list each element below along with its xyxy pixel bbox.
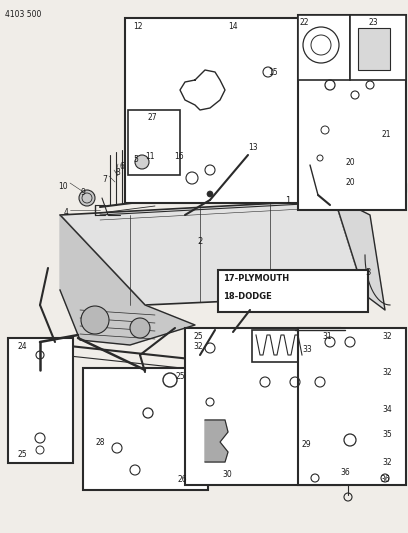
Polygon shape	[205, 420, 228, 462]
Text: 13: 13	[248, 143, 257, 152]
Text: 18-DODGE: 18-DODGE	[223, 292, 272, 301]
Text: 23: 23	[368, 18, 378, 27]
Text: 4: 4	[63, 208, 68, 217]
Bar	[125, 18, 320, 203]
Text: 28: 28	[95, 438, 104, 447]
Bar	[358, 28, 390, 70]
Bar	[218, 270, 368, 312]
Text: 8: 8	[116, 168, 121, 177]
Text: 4103 500: 4103 500	[5, 10, 41, 19]
Polygon shape	[335, 200, 385, 310]
Text: 7: 7	[102, 175, 107, 184]
Bar	[350, 15, 406, 80]
Text: 29: 29	[302, 440, 312, 449]
Text: 1: 1	[285, 196, 290, 205]
Bar	[252, 330, 317, 362]
Text: 35: 35	[382, 430, 392, 439]
Text: 24: 24	[18, 342, 28, 351]
Text: 6: 6	[120, 162, 125, 171]
Text: 14: 14	[228, 22, 237, 31]
Text: 16: 16	[174, 152, 184, 161]
Circle shape	[207, 191, 213, 197]
Text: 32: 32	[193, 342, 203, 351]
Bar	[8, 338, 73, 463]
Text: 20: 20	[345, 158, 355, 167]
Polygon shape	[60, 215, 195, 345]
Bar	[298, 15, 350, 80]
Text: 25: 25	[18, 450, 28, 459]
Text: 26: 26	[178, 475, 188, 484]
Text: 25: 25	[193, 332, 203, 341]
Text: 9: 9	[80, 188, 85, 197]
Bar	[83, 368, 208, 490]
Circle shape	[79, 190, 95, 206]
Text: 32: 32	[382, 332, 392, 341]
Text: 32: 32	[382, 458, 392, 467]
Text: 33: 33	[302, 345, 312, 354]
Text: 20: 20	[345, 178, 355, 187]
Text: 31: 31	[322, 332, 332, 341]
Text: 12: 12	[133, 22, 142, 31]
Bar	[185, 328, 340, 485]
Bar	[128, 110, 180, 175]
Text: 2: 2	[197, 237, 203, 246]
Text: 15: 15	[268, 68, 277, 77]
Bar	[298, 328, 406, 485]
Text: 21: 21	[381, 130, 390, 139]
Circle shape	[135, 155, 149, 169]
Text: 36: 36	[340, 468, 350, 477]
Text: 30: 30	[222, 470, 232, 479]
Text: 34: 34	[382, 405, 392, 414]
Text: 22: 22	[300, 18, 310, 27]
Circle shape	[130, 318, 150, 338]
Text: 17-PLYMOUTH: 17-PLYMOUTH	[223, 274, 289, 283]
Text: 27: 27	[148, 113, 157, 122]
Text: 11: 11	[145, 152, 155, 161]
Text: 5: 5	[133, 155, 138, 164]
Polygon shape	[60, 200, 365, 305]
Text: 32: 32	[382, 368, 392, 377]
Text: 25: 25	[175, 372, 185, 381]
Circle shape	[81, 306, 109, 334]
Text: 36: 36	[380, 475, 390, 484]
Bar	[298, 15, 406, 210]
Text: 3: 3	[365, 268, 370, 277]
Text: 10: 10	[58, 182, 68, 191]
